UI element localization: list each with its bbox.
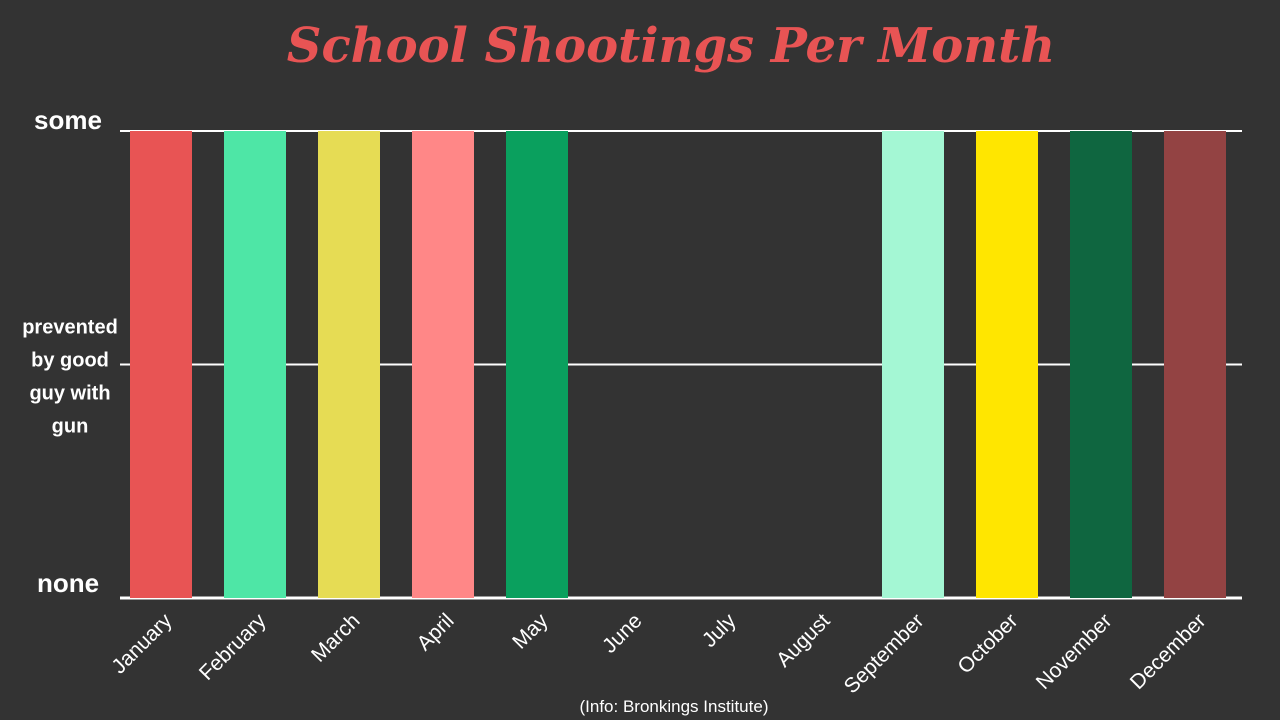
x-tick-label-november: November [1032, 609, 1117, 694]
x-tick-label-june: June [598, 609, 646, 657]
y-tick-label: none [37, 568, 99, 598]
bars [130, 131, 1226, 598]
x-tick-label-december: December [1126, 609, 1211, 694]
x-tick-label-october: October [953, 609, 1022, 678]
x-tick-label-may: May [508, 609, 553, 654]
chart-title: School Shootings Per Month [287, 18, 1055, 74]
x-tick-label-march: March [307, 609, 365, 667]
grid-lines [120, 130, 1242, 600]
bar-january [130, 131, 192, 598]
bar-may [506, 131, 568, 598]
x-tick-label-february: February [195, 609, 271, 685]
y-tick-labels: some prevented by good guy with gun none [22, 105, 118, 598]
bar-march [318, 131, 380, 598]
y-tick-label: some [34, 105, 102, 135]
bar-november [1070, 131, 1132, 598]
bar-february [224, 131, 286, 598]
x-tick-label-january: January [107, 609, 176, 678]
bar-september [882, 131, 944, 598]
source-note: (Info: Bronkings Institute) [580, 697, 769, 716]
y-tick-label: prevented by good guy with gun [22, 317, 118, 438]
bar-december [1164, 131, 1226, 598]
bar-october [976, 131, 1038, 598]
bar-april [412, 131, 474, 598]
x-tick-label-september: September [840, 609, 929, 698]
x-tick-labels: January February March April May June July Augu… [107, 609, 1210, 698]
x-tick-label-august: August [772, 609, 835, 672]
x-tick-label-april: April [413, 609, 459, 655]
x-tick-label-july: July [698, 609, 741, 652]
